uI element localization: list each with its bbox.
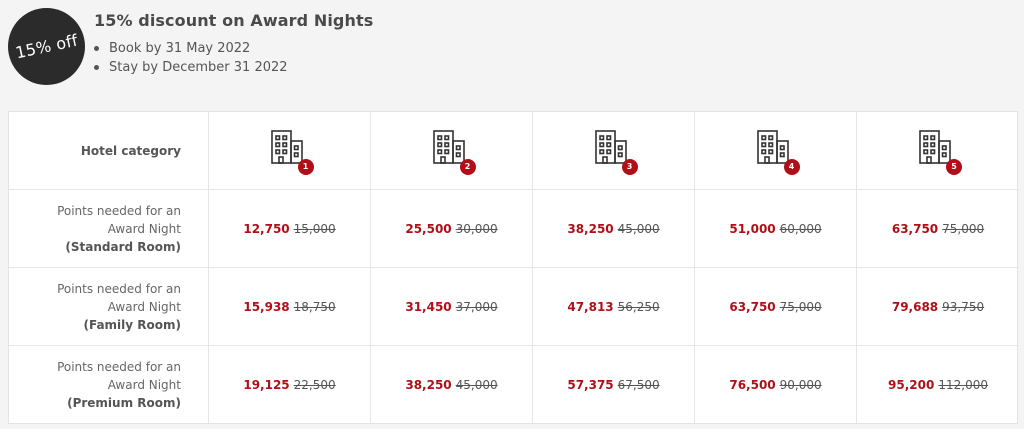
discounted-points: 95,200	[888, 377, 935, 392]
price-cell: 47,813 56,250	[533, 268, 695, 346]
discounted-points: 12,750	[243, 221, 290, 236]
original-points: 75,000	[779, 299, 822, 314]
hotel-building-icon: 2	[430, 127, 476, 175]
original-points: 37,000	[455, 299, 498, 314]
row-room-type: (Premium Room)	[67, 395, 181, 410]
original-points: 15,000	[293, 221, 336, 236]
row-label-family: Points needed for an Award Night (Family…	[9, 268, 209, 346]
category-header-1: 1	[209, 112, 371, 190]
row-label-standard: Points needed for an Award Night (Standa…	[9, 190, 209, 268]
row-label-line1: Points needed for an	[57, 203, 181, 218]
original-points: 45,000	[455, 377, 498, 392]
row-label-line2: Award Night	[107, 377, 181, 392]
category-number-badge: 5	[946, 158, 962, 175]
category-number-badge: 2	[459, 158, 476, 175]
category-number-badge: 3	[621, 158, 638, 175]
price-cell: 38,250 45,000	[371, 346, 533, 423]
discounted-points: 38,250	[567, 221, 614, 236]
promo-condition-stay: Stay by December 31 2022	[94, 58, 373, 77]
category-number-badge: 4	[783, 158, 800, 175]
original-points: 22,500	[293, 377, 336, 392]
original-points: 45,000	[617, 221, 660, 236]
price-cell: 63,750 75,000	[857, 190, 1019, 268]
price-cell: 25,500 30,000	[371, 190, 533, 268]
row-label-line1: Points needed for an	[57, 359, 181, 374]
price-cell: 57,375 67,500	[533, 346, 695, 423]
header-label-cell: Hotel category	[9, 112, 209, 190]
original-points: 67,500	[617, 377, 660, 392]
category-header-2: 2	[371, 112, 533, 190]
original-points: 60,000	[779, 221, 822, 236]
category-number-badge: 1	[297, 158, 314, 175]
discounted-points: 47,813	[567, 299, 614, 314]
discount-badge: 15% off	[8, 8, 85, 85]
price-cell: 15,938 18,750	[209, 268, 371, 346]
discounted-points: 57,375	[567, 377, 614, 392]
category-header-3: 3	[533, 112, 695, 190]
price-cell: 95,200 112,000	[857, 346, 1019, 423]
row-room-type: (Standard Room)	[65, 239, 181, 254]
award-points-table: Hotel category 1	[8, 111, 1019, 424]
discounted-points: 19,125	[243, 377, 290, 392]
original-points: 90,000	[779, 377, 822, 392]
promo-info: 15% discount on Award Nights Book by 31 …	[94, 11, 373, 77]
discounted-points: 31,450	[405, 299, 452, 314]
original-points: 75,000	[942, 221, 985, 236]
discounted-points: 25,500	[405, 221, 452, 236]
row-label-line2: Award Night	[107, 299, 181, 314]
category-header-5: 5	[857, 112, 1019, 190]
category-header-4: 4	[695, 112, 857, 190]
row-label-premium: Points needed for an Award Night (Premiu…	[9, 346, 209, 423]
hotel-building-icon: 5	[916, 127, 962, 175]
discounted-points: 79,688	[891, 299, 939, 314]
original-points: 112,000	[938, 377, 988, 392]
promo-title: 15% discount on Award Nights	[94, 11, 374, 30]
price-cell: 63,750 75,000	[695, 268, 857, 346]
hotel-category-label: Hotel category	[80, 143, 181, 158]
row-room-type: (Family Room)	[83, 317, 181, 332]
original-points: 93,750	[942, 299, 985, 314]
price-cell: 51,000 60,000	[695, 190, 857, 268]
discounted-points: 76,500	[729, 377, 776, 392]
discounted-points: 15,938	[243, 299, 290, 314]
hotel-building-icon: 1	[268, 127, 314, 175]
discounted-points: 63,750	[891, 221, 939, 236]
price-cell: 76,500 90,000	[695, 346, 857, 423]
hotel-building-icon: 4	[754, 127, 800, 175]
hotel-building-icon: 3	[592, 127, 638, 175]
discounted-points: 63,750	[729, 299, 776, 314]
price-cell: 79,688 93,750	[857, 268, 1019, 346]
discount-badge-text: 15% off	[13, 30, 80, 63]
original-points: 18,750	[293, 299, 336, 314]
original-points: 30,000	[455, 221, 498, 236]
price-cell: 12,750 15,000	[209, 190, 371, 268]
row-label-line2: Award Night	[107, 221, 181, 236]
promo-conditions: Book by 31 May 2022 Stay by December 31 …	[94, 39, 373, 77]
discounted-points: 51,000	[729, 221, 776, 236]
row-label-line1: Points needed for an	[57, 281, 181, 296]
promo-condition-book: Book by 31 May 2022	[94, 39, 373, 58]
price-cell: 31,450 37,000	[371, 268, 533, 346]
discounted-points: 38,250	[405, 377, 452, 392]
price-cell: 19,125 22,500	[209, 346, 371, 423]
price-cell: 38,250 45,000	[533, 190, 695, 268]
original-points: 56,250	[617, 299, 660, 314]
